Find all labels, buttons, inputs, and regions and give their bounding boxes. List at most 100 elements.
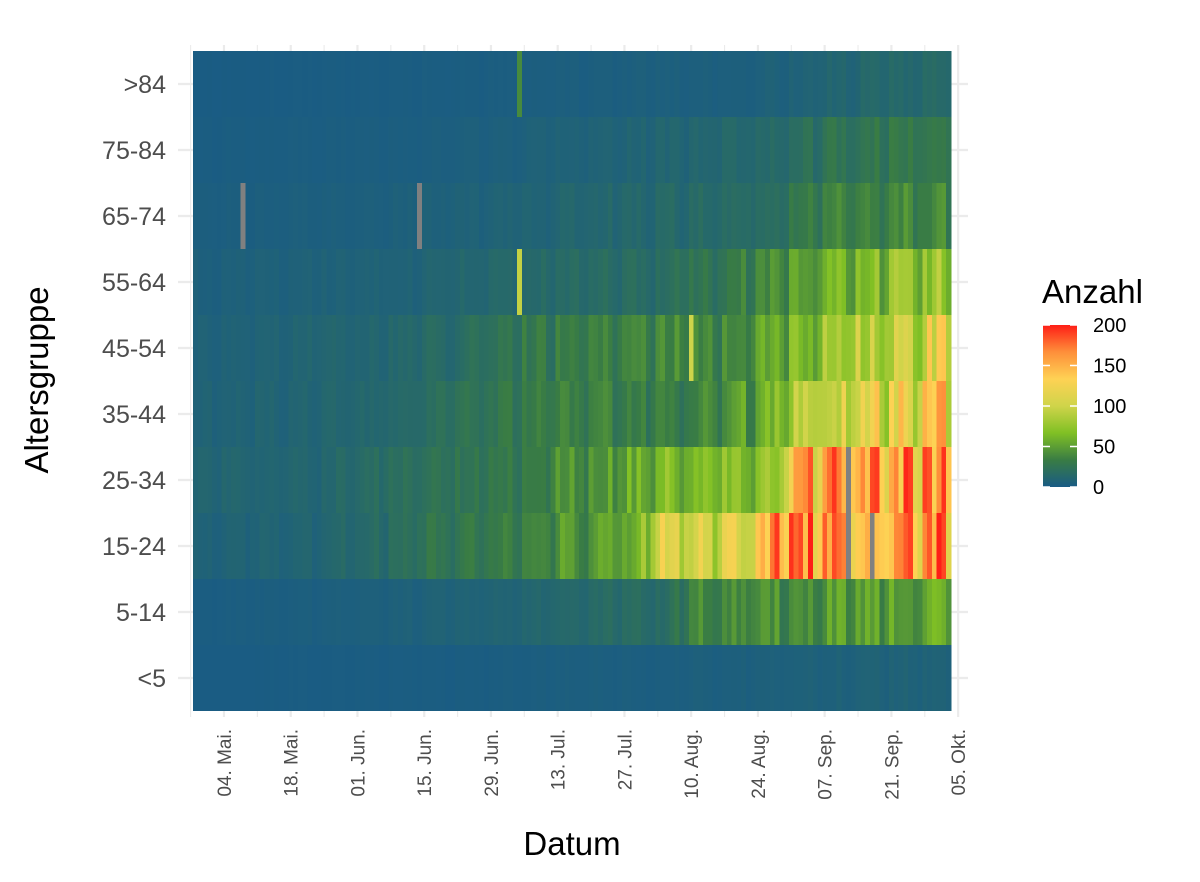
heatmap-cell (479, 183, 485, 249)
heatmap-cell (212, 183, 218, 249)
heatmap-cell (669, 117, 676, 183)
heatmap-cell (397, 51, 404, 117)
heatmap-cell (860, 579, 866, 645)
heatmap-cell (374, 645, 380, 711)
heatmap-cell (193, 183, 199, 249)
heatmap-cell (793, 645, 800, 711)
heatmap-cell (641, 579, 647, 645)
heatmap-cell (421, 513, 428, 579)
heatmap-cell (459, 315, 466, 381)
heatmap-cell (359, 381, 366, 447)
heatmap-cell (927, 315, 933, 381)
heatmap-cell (364, 645, 370, 711)
heatmap-cell (479, 645, 485, 711)
heatmap-cell (583, 51, 590, 117)
heatmap-cell (278, 447, 285, 513)
heatmap-cell (536, 51, 542, 117)
heatmap-cell (693, 579, 699, 645)
heatmap-cell (445, 117, 452, 183)
heatmap-cell (345, 579, 351, 645)
heatmap-cell (355, 249, 361, 315)
heatmap-cell (879, 645, 885, 711)
heatmap-cell (703, 249, 709, 315)
heatmap-cell (760, 315, 766, 381)
heatmap-cell (779, 183, 785, 249)
heatmap-cell (817, 51, 823, 117)
heatmap-cell (417, 51, 423, 117)
heatmap-cell (283, 579, 289, 645)
heatmap-cell (436, 645, 442, 711)
heatmap-cell (669, 381, 676, 447)
heatmap-cell (483, 513, 490, 579)
heatmap-cell (417, 645, 423, 711)
heatmap-cell (216, 249, 223, 315)
heatmap-cell (541, 51, 547, 117)
heatmap-cell (426, 579, 432, 645)
heatmap-cell (855, 51, 862, 117)
heatmap-cell (340, 579, 347, 645)
heatmap-cell (631, 447, 637, 513)
heatmap-cell (455, 513, 461, 579)
x-tick-label: 04. Mai. (215, 729, 236, 797)
heatmap-cell (555, 315, 561, 381)
heatmap-cell (531, 315, 537, 381)
heatmap-cell (507, 117, 514, 183)
heatmap-cell (722, 51, 728, 117)
heatmap-cell (593, 579, 599, 645)
heatmap-cell (607, 117, 614, 183)
heatmap-cell (469, 51, 475, 117)
heatmap-cell (412, 183, 418, 249)
heatmap-cell (202, 447, 208, 513)
heatmap-cell (922, 645, 928, 711)
heatmap-cell (812, 183, 819, 249)
heatmap-cell (726, 513, 733, 579)
heatmap-cell (679, 513, 685, 579)
heatmap-cell (798, 51, 804, 117)
heatmap-cell (755, 513, 761, 579)
heatmap-cell (803, 249, 809, 315)
heatmap-cell (741, 51, 747, 117)
heatmap-cell (364, 513, 370, 579)
heatmap-cell (674, 51, 680, 117)
heatmap-cell (297, 183, 304, 249)
heatmap-cell (488, 183, 494, 249)
heatmap-cell (674, 117, 680, 183)
heatmap-cell (717, 579, 723, 645)
heatmap-cell (212, 447, 218, 513)
heatmap-cell (779, 645, 785, 711)
heatmap-cell (736, 579, 742, 645)
heatmap-cell (788, 117, 795, 183)
heatmap-cell (569, 513, 575, 579)
heatmap-cell (698, 117, 704, 183)
heatmap-cell (841, 645, 847, 711)
heatmap-cell (207, 117, 213, 183)
heatmap-cell (803, 447, 809, 513)
heatmap-cell (498, 117, 504, 183)
heatmap-cell (593, 249, 599, 315)
heatmap-cell (741, 645, 747, 711)
heatmap-cell (779, 381, 785, 447)
heatmap-cell (193, 51, 199, 117)
heatmap-cell (860, 447, 866, 513)
heatmap-cell (893, 579, 900, 645)
heatmap-cell (774, 51, 780, 117)
heatmap-cell (197, 183, 204, 249)
heatmap-cell (417, 447, 423, 513)
heatmap-cell (483, 51, 490, 117)
heatmap-cell (841, 447, 847, 513)
heatmap-cell (541, 579, 547, 645)
heatmap-cell (264, 51, 270, 117)
heatmap-cell (641, 249, 647, 315)
heatmap-cell (407, 645, 413, 711)
heatmap-cell (421, 51, 428, 117)
heatmap-cell (736, 447, 742, 513)
heatmap-cell (326, 645, 332, 711)
heatmap-cell (283, 381, 289, 447)
heatmap-cell (212, 579, 218, 645)
heatmap-cell (336, 513, 342, 579)
heatmap-cell (598, 183, 604, 249)
heatmap-cell (259, 579, 266, 645)
heatmap-cell (869, 315, 876, 381)
heatmap-cell (612, 183, 618, 249)
heatmap-cell (889, 183, 895, 249)
